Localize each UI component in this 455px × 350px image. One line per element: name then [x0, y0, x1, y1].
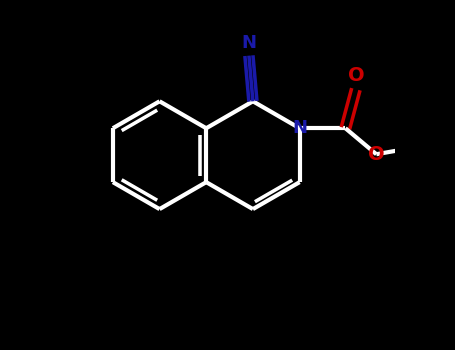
- Text: N: N: [242, 34, 257, 52]
- Text: O: O: [348, 66, 364, 85]
- Text: N: N: [292, 119, 307, 137]
- Text: O: O: [368, 145, 384, 164]
